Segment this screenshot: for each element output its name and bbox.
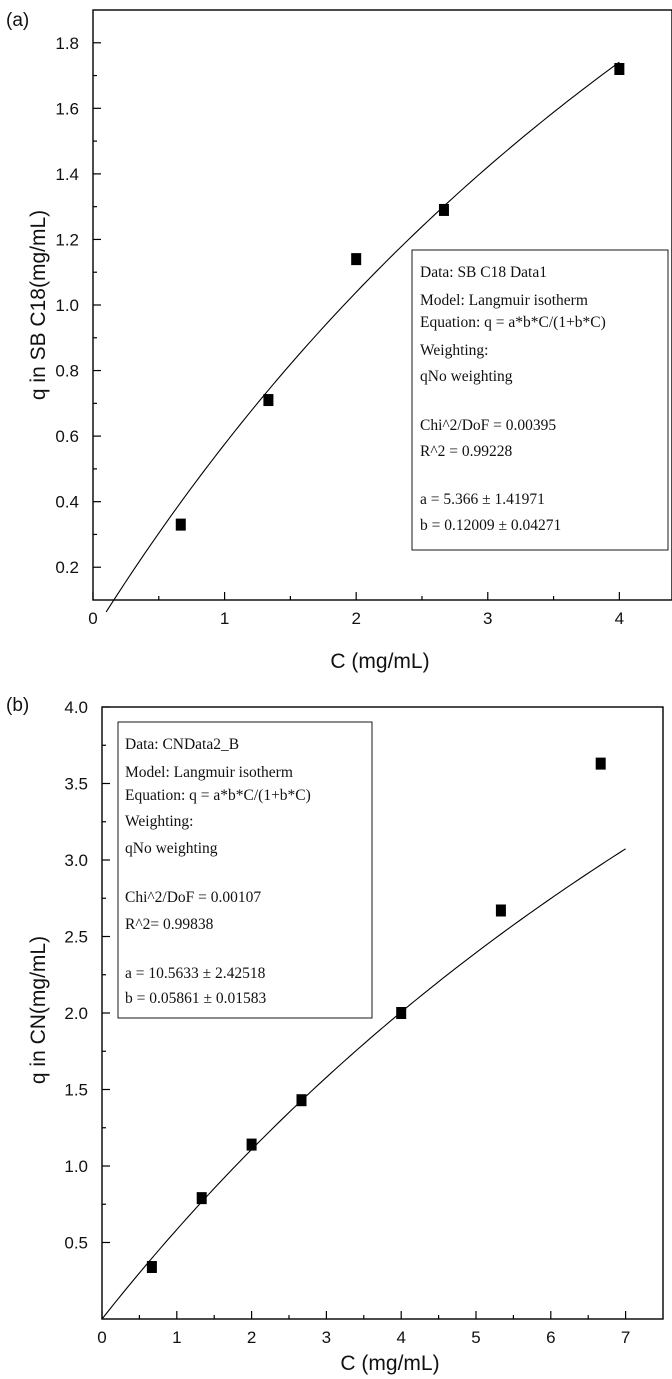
y-tick-label: 2.0 [64,1004,88,1023]
x-tick-label: 4 [396,1328,405,1347]
x-tick-label: 5 [471,1328,480,1347]
data-point [595,757,606,770]
y-tick-label: 0.4 [55,493,79,512]
legend-line-b-10: a = 10.5633 ± 2.42518 [125,965,266,982]
legend-line-b-2: Model: Langmuir isotherm [125,764,293,781]
y-tick-label: 0.2 [55,558,79,577]
x-tick-label: 0 [97,1328,106,1347]
y-axis-title-b: q in CN(mg/mL) [27,936,50,1084]
x-tick-labels-b: 0 1 2 3 4 5 6 7 [97,1328,630,1347]
legend-line-a-1: Data: SB C18 Data1 [420,264,547,281]
legend-line-a-10: a = 5.366 ± 1.41971 [420,491,545,508]
data-point [196,1192,207,1205]
legend-line-b-11: b = 0.05861 ± 0.01583 [125,990,266,1007]
data-point [146,1260,157,1273]
y-tick-label: 3.5 [64,775,88,794]
y-tick-label: 0.6 [55,427,79,446]
fit-curve-b [101,848,626,1320]
data-points-a [175,63,625,531]
legend-line-b-1: Data: CNData2_B [125,736,239,753]
data-points-b [146,757,606,1273]
legend-line-b-7: Chi^2/DoF = 0.00107 [125,889,261,906]
x-tick-label: 3 [322,1328,331,1347]
y-axis-ticks-a [93,42,101,568]
y-tick-label: 2.5 [64,928,88,947]
fit-legend-box-a [411,249,669,551]
data-point [614,63,625,75]
data-point [438,203,449,216]
x-axis-title-b: C (mg/mL) [340,1352,439,1375]
fit-curve-a [105,61,620,613]
data-point [296,1094,307,1107]
legend-line-a-8: R^2 = 0.99228 [420,443,512,460]
y-tick-label: 4.0 [64,698,88,717]
x-tick-label: 1 [172,1328,181,1347]
x-tick-label: 1 [220,609,229,628]
y-tick-label: 1.6 [55,99,79,118]
y-tick-labels-b: 0.5 1.0 1.5 2.0 2.5 3.0 3.5 4.0 [64,698,88,1253]
x-tick-label: 7 [621,1328,630,1347]
y-tick-label: 1.2 [55,230,79,249]
fit-legend-a: Data: SB C18 Data1 Model: Langmuir isoth… [411,249,669,551]
data-point [495,904,506,917]
x-tick-label: 2 [247,1328,256,1347]
x-axis-ticks-b [101,1311,627,1319]
panel-label-b: (b) [6,695,29,716]
x-tick-label: 0 [88,609,97,628]
x-axis-title-a: C (mg/mL) [330,650,429,673]
x-tick-label: 6 [546,1328,555,1347]
data-point [263,394,274,407]
data-point [175,518,186,531]
y-tick-label: 1.8 [55,34,79,53]
x-tick-label: 3 [483,609,492,628]
x-tick-label: 2 [351,609,360,628]
legend-line-b-3: Equation: q = a*b*C/(1+b*C) [125,787,311,804]
fit-legend-b: Data: CNData2_B Model: Langmuir isotherm… [117,721,373,1019]
legend-line-b-5: qNo weighting [125,840,218,857]
y-tick-label: 1.4 [55,165,79,184]
fit-legend-box-b [117,721,373,1019]
y-tick-label: 0.8 [55,362,79,381]
y-tick-label: 0.5 [64,1234,88,1253]
legend-line-a-7: Chi^2/DoF = 0.00395 [420,417,556,434]
legend-line-a-4: Weighting: [420,342,489,359]
y-tick-label: 1.0 [55,296,79,315]
data-point [246,1138,257,1151]
x-axis-ticks-a [92,592,620,600]
legend-line-a-2: Model: Langmuir isotherm [420,292,588,309]
legend-line-b-8: R^2= 0.99838 [125,916,214,933]
x-tick-labels-a: 0 1 2 3 4 [88,609,624,628]
panel-label-a: (a) [6,10,29,31]
legend-line-a-3: Equation: q = a*b*C/(1+b*C) [420,314,606,331]
y-axis-ticks-b [102,706,110,1244]
chart-panel-a: (a) 0 1 2 3 4 0.2 0.4 0.6 0.8 1.0 1.2 1.4 1.6 1.8 C … [6,9,672,673]
data-point [396,1007,407,1019]
legend-line-b-4: Weighting: [125,813,194,830]
y-tick-label: 1.0 [64,1157,88,1176]
y-tick-label: 1.5 [64,1081,88,1100]
data-point [351,253,362,266]
y-tick-labels-a: 0.2 0.4 0.6 0.8 1.0 1.2 1.4 1.6 1.8 [55,34,79,577]
x-tick-label: 4 [615,609,624,628]
chart-panel-b: (b) 0 1 2 3 4 5 6 7 0.5 1.0 1.5 2.0 2.5 3.0 3.5 4.0 C … [6,695,664,1375]
legend-line-a-11: b = 0.12009 ± 0.04271 [420,517,561,534]
y-tick-label: 3.0 [64,851,88,870]
legend-line-a-5: qNo weighting [420,368,513,385]
y-axis-title-a: q in SB C18(mg/mL) [27,210,50,400]
